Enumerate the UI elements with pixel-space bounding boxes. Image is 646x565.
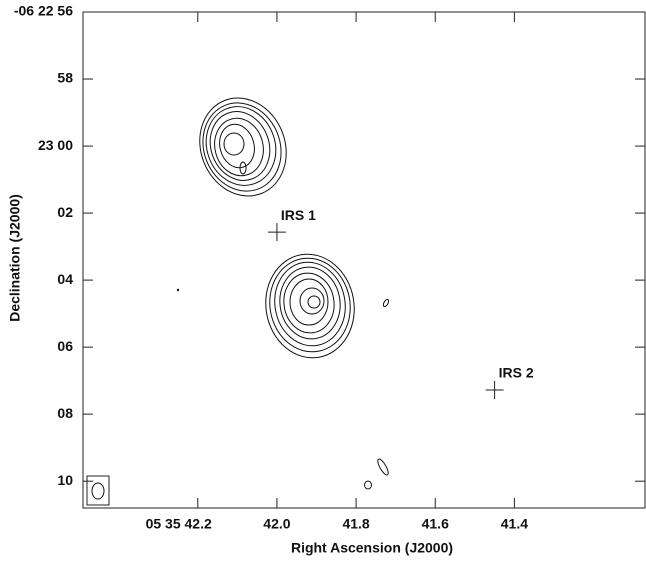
contour [199,97,287,197]
y-tick-label: 10 [57,472,73,488]
y-tick-label: 04 [57,271,73,287]
contour [299,287,325,315]
contour [239,161,247,175]
contour [364,480,372,490]
y-tick-label: -06 22 56 [14,3,73,19]
x-tick-label: 41.8 [342,516,369,532]
plot-frame [82,11,646,509]
y-tick-label: 08 [57,405,73,421]
contour [382,298,390,308]
contour [202,102,282,192]
beam-ellipse [91,482,105,500]
x-tick-label: 05 35 42.2 [146,516,212,532]
contour [219,123,255,169]
x-tick-label: 42.0 [263,516,290,532]
minor-contours [176,288,390,490]
contour [265,253,355,359]
y-tick-label: 02 [57,204,73,220]
y-tick-label: 06 [57,338,73,354]
contour [377,458,389,476]
beam-box [86,475,110,506]
source-label: IRS 2 [499,365,534,381]
contour [283,272,335,334]
source-b-contours [265,253,355,359]
x-axis-label: Right Ascension (J2000) [291,540,453,556]
source-marker [485,381,504,400]
source-a-contours [199,97,287,197]
source-marker [267,223,286,242]
y-axis-label: Declination (J2000) [7,194,23,322]
contour [269,257,351,353]
beam [86,475,110,506]
contour [209,111,271,181]
contour [279,266,341,340]
contour [307,295,321,309]
contour [214,117,264,177]
y-tick-label: 23 00 [38,137,73,153]
contour [205,106,277,186]
x-tick-label: 41.4 [501,516,528,532]
y-tick-label: 58 [57,70,73,86]
x-tick-label: 41.6 [422,516,449,532]
source-label: IRS 1 [281,207,316,223]
contour [289,278,329,326]
contour [223,132,245,156]
contour [274,261,346,347]
contour [176,288,180,292]
